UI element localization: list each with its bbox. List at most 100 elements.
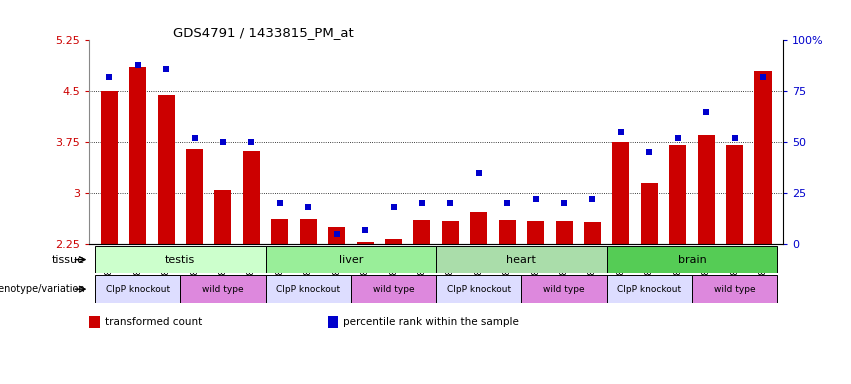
Point — [671, 135, 684, 141]
Text: GSM988364: GSM988364 — [304, 245, 312, 300]
Point — [757, 74, 770, 80]
Text: GSM988382: GSM988382 — [474, 245, 483, 300]
Text: GSM988376: GSM988376 — [645, 245, 654, 300]
Text: GSM988360: GSM988360 — [190, 245, 199, 300]
Bar — [385, 239, 402, 244]
Bar — [357, 242, 374, 244]
Text: GSM988361: GSM988361 — [219, 245, 227, 300]
Point — [415, 200, 429, 206]
Bar — [584, 222, 601, 244]
Bar — [300, 219, 317, 244]
Text: GSM988379: GSM988379 — [730, 245, 740, 300]
Point — [330, 230, 344, 237]
Text: GSM988362: GSM988362 — [247, 245, 256, 300]
Bar — [100, 91, 117, 244]
Point — [728, 135, 741, 141]
Bar — [437, 275, 522, 303]
Text: GSM988375: GSM988375 — [616, 245, 625, 300]
Bar — [95, 275, 180, 303]
Point — [216, 139, 230, 145]
Bar — [499, 220, 516, 244]
Bar — [527, 222, 544, 244]
Point — [159, 66, 173, 72]
Bar — [641, 183, 658, 244]
Text: wild type: wild type — [203, 285, 243, 294]
Text: GSM988381: GSM988381 — [446, 245, 454, 300]
Bar — [243, 151, 260, 244]
Bar — [437, 246, 607, 273]
Bar — [328, 227, 346, 244]
Point — [443, 200, 457, 206]
Text: GSM988377: GSM988377 — [673, 245, 683, 300]
Text: GSM988383: GSM988383 — [503, 245, 511, 300]
Bar — [726, 146, 743, 244]
Text: liver: liver — [339, 255, 363, 265]
Point — [557, 200, 571, 206]
Bar — [414, 220, 431, 244]
Bar — [271, 219, 288, 244]
Point — [131, 62, 145, 68]
Text: ClpP knockout: ClpP knockout — [447, 285, 511, 294]
Text: testis: testis — [165, 255, 196, 265]
Bar — [214, 190, 231, 244]
Text: GSM988368: GSM988368 — [418, 245, 426, 300]
Point — [102, 74, 116, 80]
Text: GDS4791 / 1433815_PM_at: GDS4791 / 1433815_PM_at — [173, 26, 353, 39]
Bar — [607, 275, 692, 303]
Text: ClpP knockout: ClpP knockout — [617, 285, 682, 294]
Point — [585, 196, 599, 202]
Text: GSM988366: GSM988366 — [361, 245, 369, 300]
Bar — [755, 71, 772, 244]
Text: GSM988367: GSM988367 — [389, 245, 398, 300]
Point — [301, 204, 315, 210]
Point — [614, 129, 628, 135]
Text: brain: brain — [677, 255, 706, 265]
Bar — [607, 246, 777, 273]
Text: GSM988357: GSM988357 — [105, 245, 114, 300]
Bar — [522, 275, 607, 303]
Text: GSM988380: GSM988380 — [758, 245, 768, 300]
Bar — [266, 246, 437, 273]
Text: GSM988384: GSM988384 — [531, 245, 540, 300]
Text: transformed count: transformed count — [105, 317, 202, 327]
Text: heart: heart — [506, 255, 536, 265]
Bar — [95, 246, 266, 273]
Text: GSM988363: GSM988363 — [276, 245, 284, 300]
Text: genotype/variation: genotype/variation — [0, 284, 85, 294]
Text: GSM988378: GSM988378 — [702, 245, 711, 300]
Bar — [186, 149, 203, 244]
Text: GSM988385: GSM988385 — [560, 245, 568, 300]
Text: wild type: wild type — [543, 285, 585, 294]
Text: tissue: tissue — [52, 255, 85, 265]
Point — [244, 139, 258, 145]
Bar — [669, 146, 686, 244]
Point — [528, 196, 542, 202]
Bar — [351, 275, 437, 303]
Point — [188, 135, 202, 141]
Text: wild type: wild type — [714, 285, 756, 294]
Text: GSM988365: GSM988365 — [332, 245, 341, 300]
Point — [643, 149, 656, 156]
Bar — [442, 222, 459, 244]
Point — [472, 170, 486, 176]
Point — [500, 200, 514, 206]
Bar — [180, 275, 266, 303]
Bar — [266, 275, 351, 303]
Point — [386, 204, 400, 210]
Bar — [157, 95, 174, 244]
Bar — [471, 212, 488, 244]
Text: ClpP knockout: ClpP knockout — [277, 285, 340, 294]
Bar — [129, 68, 146, 244]
Bar — [556, 222, 573, 244]
Text: wild type: wild type — [373, 285, 414, 294]
Point — [358, 227, 372, 233]
Text: percentile rank within the sample: percentile rank within the sample — [343, 317, 519, 327]
Text: ClpP knockout: ClpP knockout — [106, 285, 169, 294]
Text: GSM988359: GSM988359 — [162, 245, 170, 300]
Bar — [698, 135, 715, 244]
Text: GSM988386: GSM988386 — [588, 245, 597, 300]
Point — [700, 108, 713, 114]
Text: GSM988358: GSM988358 — [133, 245, 142, 300]
Bar — [613, 142, 630, 244]
Point — [273, 200, 287, 206]
